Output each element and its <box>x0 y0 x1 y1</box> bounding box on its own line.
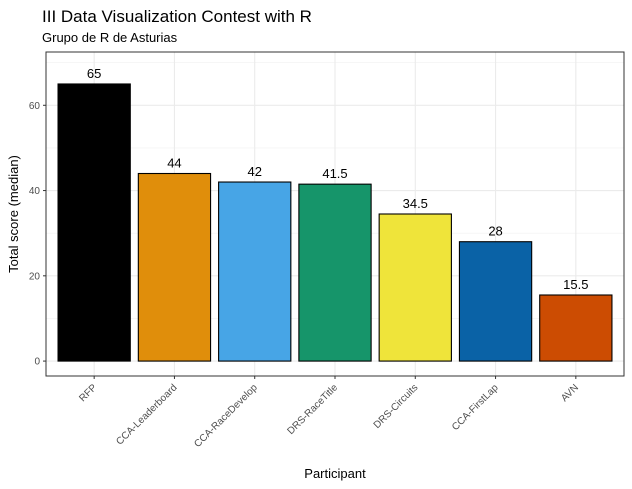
bar-value-label: 34.5 <box>403 196 428 211</box>
chart-title: III Data Visualization Contest with R <box>42 7 312 26</box>
bar <box>218 181 292 362</box>
x-axis: RFP CCA-Leaderboard CCA-RaceDevelop DRS-Rac… <box>77 376 581 450</box>
plot-area: 65 44 42 41.5 34.5 28 15.5 <box>45 51 625 377</box>
bar <box>298 183 372 362</box>
bar <box>458 241 533 362</box>
bar <box>57 83 131 362</box>
bar-value-label: 44 <box>167 156 181 171</box>
x-tick-label: DRS-RaceTitle <box>285 382 340 437</box>
chart-subtitle: Grupo de R de Asturias <box>42 30 178 45</box>
bars <box>57 83 613 362</box>
x-tick-label: CCA-Leaderboard <box>114 382 179 447</box>
y-tick-label: 60 <box>29 101 41 112</box>
bar-value-label: 65 <box>87 66 101 81</box>
bar <box>539 294 613 362</box>
y-tick-label: 20 <box>29 271 41 282</box>
y-tick-label: 0 <box>34 357 40 368</box>
x-tick-label: DRS-Circuits <box>372 382 421 431</box>
x-tick-label: CCA-RaceDevelop <box>192 382 260 450</box>
bar-value-label: 28 <box>488 224 502 239</box>
y-axis: 0 20 40 60 <box>29 101 46 368</box>
x-tick-label: RFP <box>77 382 99 404</box>
bar-value-label: 42 <box>247 164 261 179</box>
y-tick-label: 40 <box>29 186 41 197</box>
x-tick-label: AVN <box>559 382 581 404</box>
bar <box>137 172 212 362</box>
data-labels: 65 44 42 41.5 34.5 28 15.5 <box>87 66 589 292</box>
x-axis-title: Participant <box>304 466 366 481</box>
bar-value-label: 15.5 <box>563 277 588 292</box>
bar <box>378 213 452 362</box>
bar-value-label: 41.5 <box>322 166 347 181</box>
x-tick-label: CCA-FirstLap <box>450 382 501 433</box>
y-axis-title: Total score (median) <box>6 155 21 273</box>
